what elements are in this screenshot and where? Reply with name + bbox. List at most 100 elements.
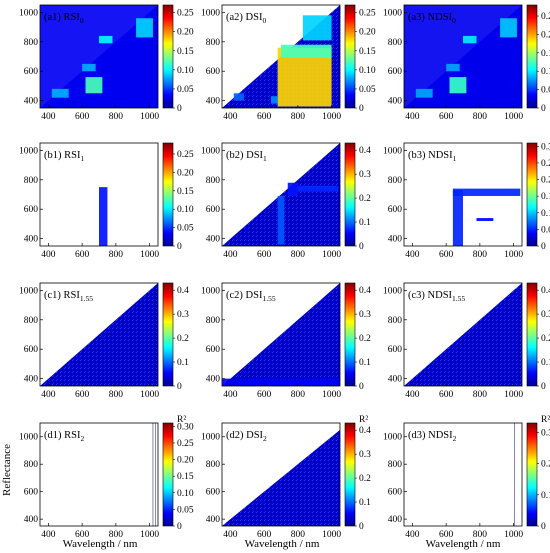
x-tick-label: 1000 [140,250,159,260]
x-tick-label: 1000 [504,530,523,540]
heatmap-texture [404,283,522,386]
plot-frame [39,4,159,109]
heatmap-region [136,18,153,38]
panel-a1: (a1) RSI0 400 600 800 1000 400 600 800 1000 0 0.05… [19,4,194,122]
x-axis-label-col3: Wavelength / nm [426,538,501,550]
x-axis-label-col1: Wavelength / nm [63,538,138,550]
panel-d3: (d3) NDSI2 400 600 800 1000 400 600 800 1000 0 0.1… [383,415,550,540]
colorbar-tick-label: 0.10 [177,489,194,499]
panel-title: (d3) NDSI2 [408,430,457,443]
colorbar-tick-label: 0 [177,242,182,252]
y-tick-label: 600 [206,345,221,355]
x-tick-label: 600 [257,530,272,540]
colorbar-tick-label: 0.05 [541,225,550,235]
heatmap-d2 [222,429,340,526]
y-tick-label: 1000 [201,146,220,156]
heatmap-region [222,378,340,386]
heatmap-b3 [452,188,521,246]
panel-b1: (b1) RSI1 400 600 800 1000 400 600 800 1000 0 0.05… [19,142,194,260]
x-tick-label: 600 [439,250,454,260]
x-tick-label: 600 [257,250,272,260]
y-tick-label: 400 [388,515,403,525]
heatmap-region [452,188,521,196]
colorbar-tick-label: 0.15 [177,187,194,197]
x-tick-label: 800 [291,530,306,540]
colorbar-tick-label: 0.1 [541,358,550,368]
x-tick-label: 1000 [322,250,341,260]
colorbar-tick-label: 0.05 [541,86,550,96]
colorbar-tick-label: 0.25 [177,9,194,19]
colorbar-tick-label: 0.2 [177,334,189,344]
colorbar-tick-label: 0.3 [359,170,371,180]
colorbar-tick-label: 0.3 [359,310,371,320]
y-tick-label: 1000 [19,433,38,443]
y-tick-label: 800 [24,316,39,326]
colorbar-tick-label: 0.2 [359,474,371,484]
x-tick-label: 800 [473,112,488,122]
panel-title: (c3) NDSI1.55 [408,290,465,303]
heatmap-region [51,88,69,98]
colorbar-c2 [344,282,356,387]
y-tick-label: 800 [24,176,39,186]
colorbar-d1 [162,422,174,527]
y-tick-label: 800 [388,38,403,48]
colorbar-tick-label: 0.10 [359,66,376,76]
colorbar-tick-label: 0.4 [359,286,371,296]
x-tick-label: 800 [291,250,306,260]
colorbar-tick-label: 0.20 [359,28,376,38]
colorbar-tick-label: 0.2 [359,194,371,204]
panel-b2: (b2) DSI1 400 600 800 1000 400 600 800 1000 0 0.1 0… [201,142,371,260]
colorbar-tick-label: 0.4 [359,426,371,436]
x-tick-label: 400 [223,250,238,260]
colorbar-tick-label: 0.20 [177,168,194,178]
panel-title: (c1) RSI1.55 [44,290,93,303]
colorbar-tick-label: 0.3 [359,450,371,460]
x-tick-label: 600 [75,390,90,400]
y-tick-label: 400 [206,97,221,107]
panel-title: (a3) NDSI0 [408,12,456,25]
x-tick-label: 400 [41,390,56,400]
plot-frame [221,4,341,109]
y-tick-label: 600 [206,488,221,498]
colorbar-tick-label: 0 [359,382,364,392]
heatmap-region [277,195,285,245]
y-tick-label: 600 [388,488,403,498]
x-tick-label: 800 [109,112,124,122]
colorbar-tick-label: 0.10 [177,205,194,215]
x-tick-label: 400 [405,250,420,260]
heatmap-region [287,182,298,196]
y-tick-label: 800 [206,38,221,48]
x-tick-label: 400 [405,390,420,400]
colorbar-d3 [526,422,538,527]
plot-frame [403,422,523,527]
colorbar-tick-label: 0.20 [177,456,194,466]
heatmap-region [99,35,113,44]
colorbar-tick-label: 0.20 [177,28,194,38]
heatmap-region [415,88,433,98]
colorbar-tick-label: 0.1 [359,218,371,228]
colorbar-tick-label: 0.05 [177,224,194,234]
x-tick-label: 1000 [140,390,159,400]
heatmap-a2 [222,5,340,108]
colorbar-c1 [162,282,174,387]
y-tick-label: 800 [206,316,221,326]
panel-c2: (c2) DSI1.55 400 600 800 1000 400 600 800 1000 0 0… [201,282,371,400]
panel-grid: (a1) RSI0 400 600 800 1000 400 600 800 1000 0 0.05… [19,4,550,540]
heatmap-texture [222,143,340,246]
colorbar-tick-label: 0.15 [177,472,194,482]
plot-frame [403,4,523,109]
heatmap-b2 [222,143,340,246]
heatmap-region [233,93,244,101]
colorbar-tick-label: 0.20 [541,30,550,40]
heatmap-region [82,63,96,72]
x-tick-label: 800 [109,250,124,260]
y-tick-label: 400 [206,235,221,245]
colorbar-tick-label: 0 [541,104,546,114]
x-tick-label: 400 [41,530,56,540]
x-tick-label: 1000 [140,530,159,540]
heatmap-a1 [40,5,158,108]
plot-frame [39,282,159,387]
colorbar-tick-label: 0 [359,104,364,114]
panel-title: (d2) DSI2 [226,430,267,443]
colorbar-b3 [526,142,538,247]
